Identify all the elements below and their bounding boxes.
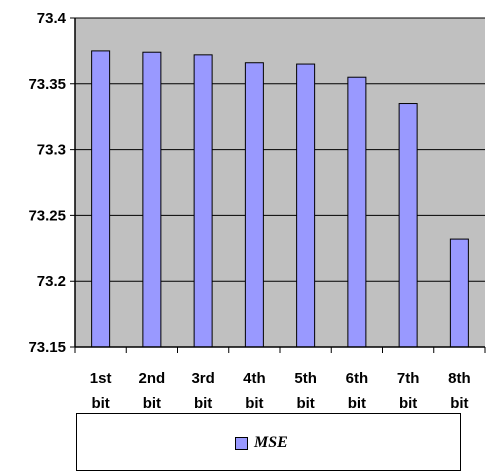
x-tick-label: 5th: [294, 370, 317, 387]
y-tick-labels: 73.15 73.2 73.25 73.3 73.35 73.4: [28, 10, 66, 356]
bar: [193, 54, 213, 348]
bar: [347, 76, 367, 348]
x-tick-label: bit: [143, 395, 161, 412]
x-tick-label: 4th: [243, 370, 266, 387]
legend-item-mse: MSE: [235, 434, 288, 452]
x-tick-label: bit: [91, 395, 109, 412]
x-tick-label: bit: [296, 395, 314, 412]
x-tick-label: 6th: [346, 370, 369, 387]
y-tick-label: 73.4: [37, 10, 67, 27]
x-tick-label: 2nd: [139, 370, 166, 387]
x-tick-label: bit: [194, 395, 212, 412]
plot-area: [75, 18, 485, 347]
x-tick-labels: 1st bit 2nd bit 3rd bit 4th bit 5th bit 6th bit 7th b…: [90, 370, 471, 412]
x-tick-label: 8th: [448, 370, 471, 387]
bar: [296, 63, 316, 348]
x-tick-label: 7th: [397, 370, 420, 387]
y-tick-label: 73.15: [28, 339, 66, 356]
x-tick-label: 1st: [90, 370, 112, 387]
y-tick-label: 73.3: [37, 142, 66, 159]
x-tick-label: bit: [245, 395, 263, 412]
legend-label: MSE: [254, 434, 288, 451]
x-tick-label: 3rd: [191, 370, 214, 387]
y-tick-label: 73.35: [28, 76, 66, 93]
y-tick-label: 73.25: [28, 207, 66, 224]
x-tick-label: bit: [399, 395, 417, 412]
legend: MSE: [76, 413, 461, 471]
bar: [142, 51, 162, 348]
x-tick-label: bit: [450, 395, 468, 412]
bar-chart: 73.15 73.2 73.25 73.3 73.35 73.4 1st bit 2nd bit…: [28, 10, 486, 412]
bars: [91, 50, 469, 348]
bar: [244, 62, 264, 348]
bar: [398, 103, 418, 348]
x-tick-label: bit: [348, 395, 366, 412]
axes: [74, 18, 486, 353]
bar: [449, 238, 469, 348]
bar: [91, 50, 111, 348]
y-tick-label: 73.2: [37, 273, 66, 290]
legend-swatch: [235, 436, 248, 450]
